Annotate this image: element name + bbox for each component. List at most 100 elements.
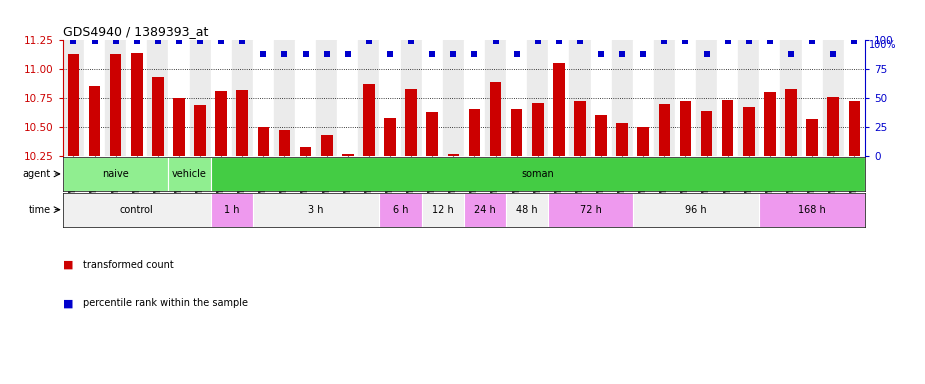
Point bbox=[847, 38, 862, 45]
Point bbox=[510, 51, 524, 57]
Point bbox=[403, 38, 418, 45]
Bar bbox=[828, 97, 839, 156]
Point bbox=[214, 38, 228, 45]
Bar bbox=[443, 40, 463, 156]
Point bbox=[594, 51, 609, 57]
Bar bbox=[63, 40, 84, 156]
Bar bbox=[63, 157, 168, 191]
Bar bbox=[131, 53, 142, 156]
Text: 168 h: 168 h bbox=[798, 205, 826, 215]
Text: transformed count: transformed count bbox=[83, 260, 174, 270]
Bar bbox=[574, 101, 586, 156]
Bar bbox=[152, 77, 164, 156]
Point bbox=[678, 38, 693, 45]
Bar bbox=[422, 193, 463, 227]
Text: vehicle: vehicle bbox=[172, 169, 207, 179]
Text: 6 h: 6 h bbox=[393, 205, 408, 215]
Bar bbox=[84, 40, 105, 156]
Bar bbox=[364, 84, 375, 156]
Point bbox=[108, 38, 123, 45]
Bar bbox=[422, 40, 443, 156]
Bar bbox=[549, 193, 633, 227]
Point bbox=[446, 51, 461, 57]
Point bbox=[362, 38, 376, 45]
Bar bbox=[278, 130, 290, 156]
Text: 1 h: 1 h bbox=[224, 205, 240, 215]
Bar bbox=[743, 107, 755, 156]
Bar bbox=[553, 63, 564, 156]
Bar bbox=[807, 119, 818, 156]
Bar bbox=[232, 40, 253, 156]
Point bbox=[66, 38, 80, 45]
Bar bbox=[358, 40, 379, 156]
Point bbox=[256, 51, 271, 57]
Bar bbox=[633, 40, 654, 156]
Point bbox=[699, 51, 714, 57]
Bar bbox=[173, 98, 185, 156]
Point bbox=[87, 38, 102, 45]
Point bbox=[657, 38, 672, 45]
Bar bbox=[321, 135, 332, 156]
Point bbox=[615, 51, 630, 57]
Bar bbox=[785, 89, 796, 156]
Bar bbox=[570, 40, 590, 156]
Bar bbox=[168, 40, 190, 156]
Bar bbox=[822, 40, 844, 156]
Bar bbox=[532, 103, 544, 156]
Point bbox=[762, 38, 777, 45]
Point bbox=[130, 38, 144, 45]
Text: 12 h: 12 h bbox=[432, 205, 453, 215]
Bar bbox=[701, 111, 712, 156]
Bar bbox=[844, 40, 865, 156]
Bar bbox=[63, 193, 211, 227]
Point bbox=[278, 51, 292, 57]
Point bbox=[383, 51, 398, 57]
Bar bbox=[469, 109, 480, 156]
Bar bbox=[211, 193, 253, 227]
Bar bbox=[527, 40, 549, 156]
Bar bbox=[696, 40, 717, 156]
Text: 100%: 100% bbox=[869, 40, 896, 50]
Point bbox=[171, 38, 186, 45]
Bar bbox=[426, 112, 438, 156]
Bar bbox=[300, 147, 312, 156]
Bar bbox=[316, 40, 338, 156]
Text: agent: agent bbox=[22, 169, 51, 179]
Bar bbox=[190, 40, 211, 156]
Point bbox=[488, 38, 503, 45]
Text: control: control bbox=[120, 205, 154, 215]
Bar bbox=[759, 40, 781, 156]
Point bbox=[805, 38, 820, 45]
Point bbox=[530, 38, 545, 45]
Bar bbox=[463, 193, 506, 227]
Bar bbox=[211, 40, 232, 156]
Bar bbox=[675, 40, 696, 156]
Bar bbox=[637, 127, 649, 156]
Bar bbox=[463, 40, 485, 156]
Bar bbox=[654, 40, 675, 156]
Bar bbox=[633, 193, 759, 227]
Bar bbox=[802, 40, 822, 156]
Bar bbox=[764, 92, 776, 156]
Text: 24 h: 24 h bbox=[475, 205, 496, 215]
Point bbox=[340, 51, 355, 57]
Bar bbox=[781, 40, 802, 156]
Text: soman: soman bbox=[522, 169, 554, 179]
Text: ■: ■ bbox=[63, 260, 73, 270]
Point bbox=[783, 51, 798, 57]
Bar bbox=[717, 40, 738, 156]
Bar bbox=[506, 193, 549, 227]
Text: 3 h: 3 h bbox=[308, 205, 324, 215]
Bar bbox=[611, 40, 633, 156]
Bar bbox=[489, 82, 501, 156]
Point bbox=[467, 51, 482, 57]
Bar bbox=[549, 40, 570, 156]
Bar bbox=[68, 54, 80, 156]
Point bbox=[319, 51, 334, 57]
Point bbox=[151, 38, 166, 45]
Bar bbox=[590, 40, 611, 156]
Bar bbox=[168, 157, 211, 191]
Point bbox=[298, 51, 313, 57]
Bar bbox=[848, 101, 860, 156]
Bar bbox=[401, 40, 422, 156]
